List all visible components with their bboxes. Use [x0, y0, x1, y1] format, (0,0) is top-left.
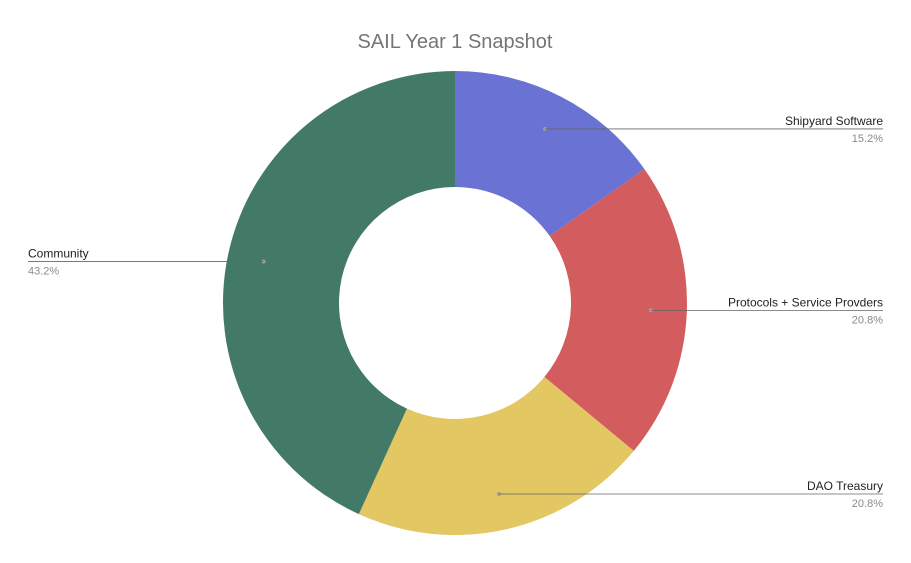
slice-shipyard-software [455, 71, 645, 237]
slice-value-dao-treasury: 20.8% [852, 498, 883, 510]
slice-label-community: Community [28, 246, 89, 260]
slice-value-shipyard-software: 15.2% [852, 133, 883, 145]
chart-title: SAIL Year 1 Snapshot [358, 31, 553, 53]
slice-label-shipyard-software: Shipyard Software [785, 114, 883, 128]
labels-group: Shipyard Software 15.2% Protocols + Servic… [28, 114, 883, 510]
slice-dao-treasury [358, 376, 634, 535]
slices-group [222, 71, 687, 535]
leader-lines-group [28, 126, 883, 497]
slice-value-protocols-service-provders: 20.8% [852, 314, 883, 326]
slice-label-protocols-service-provders: Protocols + Service Provders [728, 295, 883, 309]
slice-community [222, 71, 455, 515]
slice-protocols-service-provders [544, 169, 687, 451]
slice-label-dao-treasury: DAO Treasury [807, 479, 883, 493]
slice-value-community: 43.2% [28, 265, 59, 277]
